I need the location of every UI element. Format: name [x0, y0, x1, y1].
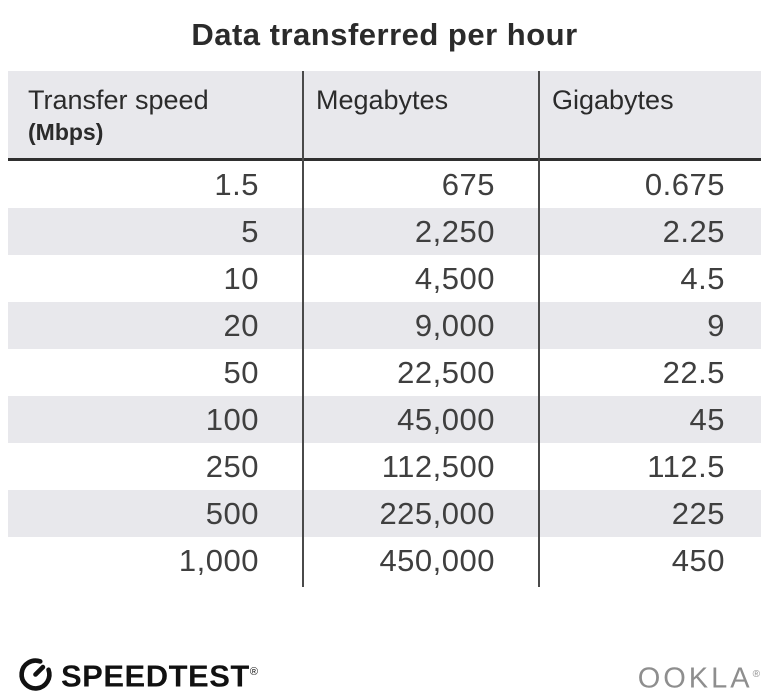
column-divider [538, 71, 540, 587]
cell-gigabytes: 4.5 [680, 261, 725, 296]
cell-speed: 50 [223, 355, 259, 390]
cell-gigabytes: 45 [689, 402, 725, 437]
ookla-trademark: ® [752, 669, 760, 680]
header-cell-gigabytes: Gigabytes [539, 71, 761, 158]
speedtest-gauge-icon [17, 656, 54, 693]
cell-speed: 1,000 [178, 543, 259, 578]
cell-gigabytes: 9 [707, 308, 725, 343]
table-row: 250 112,500 112.5 [8, 443, 761, 490]
ookla-logo: OOKLA® [638, 658, 760, 696]
table-row: 100 45,000 45 [8, 396, 761, 443]
cell-speed: 500 [205, 496, 259, 531]
table-row: 1.5 675 0.675 [8, 161, 761, 208]
cell-gigabytes: 0.675 [644, 167, 725, 202]
transfer-speed-label: Transfer speed [28, 85, 209, 115]
speedtest-trademark: ® [249, 666, 259, 678]
mbps-sublabel: (Mbps) [28, 119, 104, 145]
cell-gigabytes: 450 [671, 543, 725, 578]
cell-gigabytes: 112.5 [647, 449, 725, 484]
cell-megabytes: 675 [441, 167, 495, 202]
speedtest-logo: SPEEDTEST® [17, 653, 258, 695]
cell-megabytes: 2,250 [414, 214, 495, 249]
column-divider [302, 71, 304, 587]
cell-speed: 250 [205, 449, 259, 484]
cell-speed: 100 [205, 402, 259, 437]
ookla-text: OOKLA [637, 662, 753, 695]
megabytes-label: Megabytes [316, 85, 449, 115]
page-title: Data transferred per hour [191, 17, 578, 52]
cell-megabytes: 22,500 [397, 355, 495, 390]
table-row: 50 22,500 22.5 [8, 349, 761, 396]
cell-megabytes: 225,000 [379, 496, 495, 531]
speedtest-text: SPEEDTEST [61, 658, 250, 694]
table-row: 5 2,250 2.25 [8, 208, 761, 255]
table-row: 1,000 450,000 450 [8, 537, 761, 584]
table-body: 1.5 675 0.675 5 2,250 2.25 10 4,500 4.5 … [8, 161, 761, 584]
cell-gigabytes: 2.25 [662, 214, 725, 249]
table-header-row: Transfer speed (Mbps) Megabytes Gigabyte… [8, 71, 761, 161]
table-row: 500 225,000 225 [8, 490, 761, 537]
cell-speed: 5 [241, 214, 259, 249]
cell-speed: 20 [223, 308, 259, 343]
cell-megabytes: 112,500 [381, 449, 495, 484]
data-table: Transfer speed (Mbps) Megabytes Gigabyte… [8, 71, 761, 587]
cell-megabytes: 9,000 [414, 308, 495, 343]
cell-speed: 10 [223, 261, 259, 296]
speedtest-wordmark: SPEEDTEST® [61, 653, 258, 695]
table-row: 10 4,500 4.5 [8, 255, 761, 302]
cell-megabytes: 4,500 [414, 261, 495, 296]
cell-speed: 1.5 [214, 167, 259, 202]
header-cell-megabytes: Megabytes [303, 71, 539, 158]
table-row: 20 9,000 9 [8, 302, 761, 349]
gigabytes-label: Gigabytes [552, 85, 674, 115]
cell-megabytes: 450,000 [379, 543, 495, 578]
cell-gigabytes: 225 [671, 496, 725, 531]
cell-gigabytes: 22.5 [662, 355, 725, 390]
header-cell-transfer-speed: Transfer speed (Mbps) [8, 71, 303, 158]
cell-megabytes: 45,000 [397, 402, 495, 437]
